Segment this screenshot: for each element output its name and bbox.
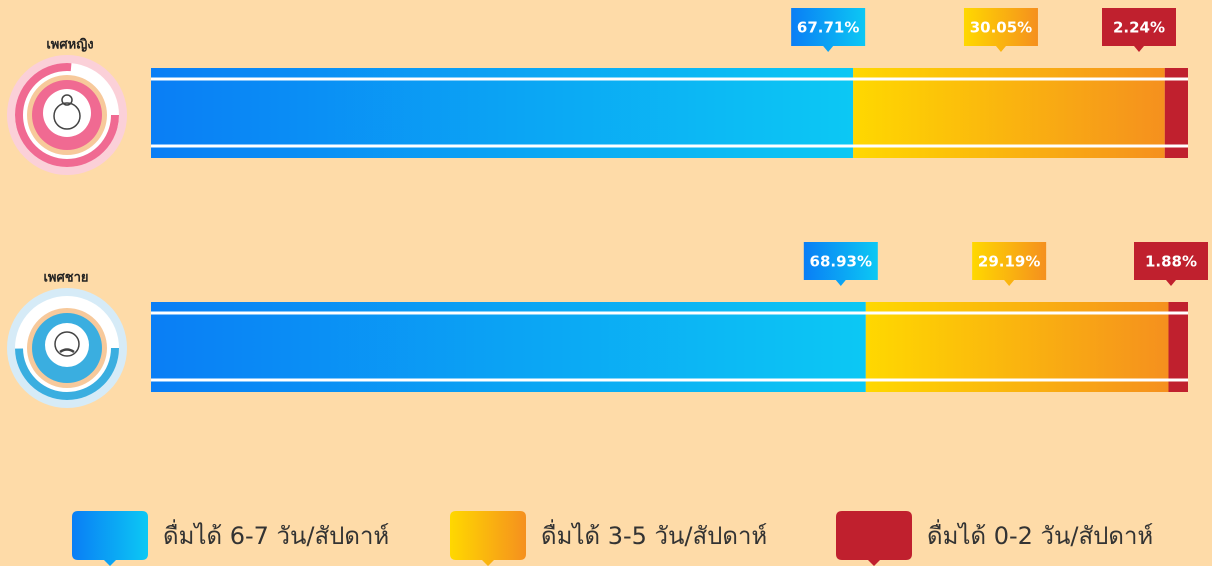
legend-label: ดื่มได้ 0-2 วัน/สัปดาห์ [927, 519, 1153, 550]
bar-segment [1164, 68, 1188, 158]
callout-box [1102, 8, 1176, 52]
callout-box [972, 242, 1047, 286]
value-label: 2.24% [1113, 19, 1165, 37]
callout: 1.88% [1134, 242, 1208, 286]
value-label: 67.71% [797, 19, 859, 37]
value-label: 1.88% [1145, 253, 1197, 271]
value-label: 30.05% [970, 19, 1032, 37]
callout-box [791, 8, 866, 52]
legend-swatch [836, 511, 912, 566]
bar-segment [853, 68, 1165, 158]
callout: 29.19% [972, 242, 1047, 286]
category-label: เพศหญิง [46, 38, 93, 53]
callout: 30.05% [963, 8, 1038, 52]
male-avatar [7, 288, 127, 408]
bar-segment [151, 302, 866, 392]
callout: 67.71% [791, 8, 866, 52]
category-label: เพศชาย [43, 271, 88, 286]
female-avatar [7, 55, 127, 175]
bar-segment [1168, 302, 1188, 392]
legend-swatch [72, 511, 148, 566]
bar-segment [865, 302, 1169, 392]
callout-box [1134, 242, 1208, 286]
legend-label: ดื่มได้ 3-5 วัน/สัปดาห์ [541, 519, 767, 550]
bar-segment [151, 68, 854, 158]
value-label: 29.19% [978, 253, 1040, 271]
callout: 68.93% [803, 242, 878, 286]
callout: 2.24% [1102, 8, 1176, 52]
legend-label: ดื่มได้ 6-7 วัน/สัปดาห์ [163, 519, 389, 550]
legend-swatch [450, 511, 526, 566]
value-label: 68.93% [810, 253, 872, 271]
callout-box [963, 8, 1038, 52]
callout-box [803, 242, 878, 286]
